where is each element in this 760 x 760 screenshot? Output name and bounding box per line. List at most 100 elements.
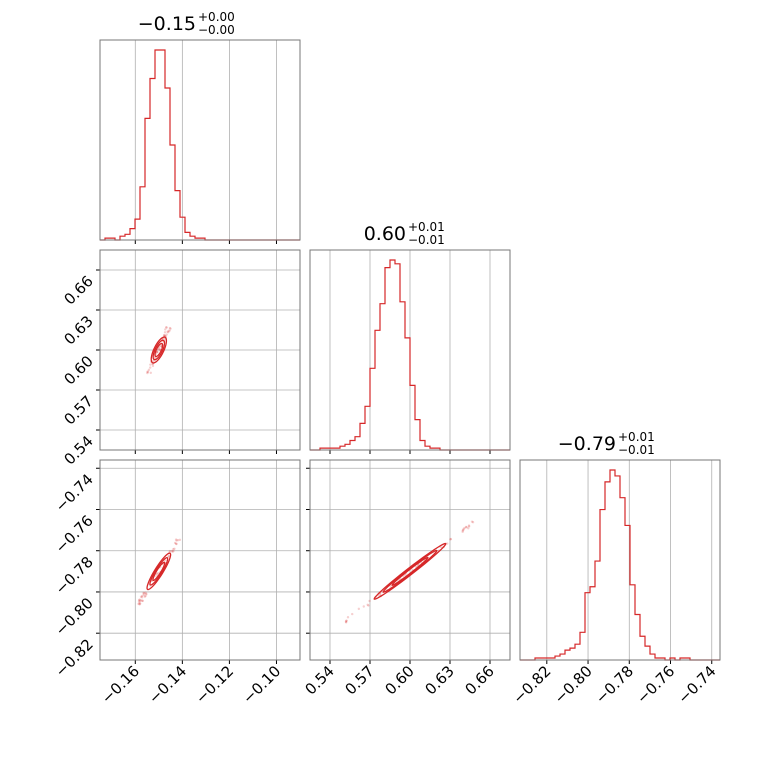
sample-point [149,363,152,366]
x-tick-label: −0.74 [674,662,719,707]
sample-point [467,524,471,527]
sample-point [345,619,348,622]
sample-point [345,619,348,622]
panel-title-value: 0.60 [364,223,406,245]
sample-point [175,542,178,545]
sample-point [145,593,148,596]
sample-point [164,328,167,331]
sample-point [146,370,150,373]
sample-point [165,326,168,329]
sample-point [158,348,162,351]
sample-point [167,554,171,558]
sample-point [344,621,348,624]
sample-point [351,612,354,616]
histogram-line [520,469,720,661]
density-contour [149,557,169,586]
sample-point [362,605,365,608]
sample-point [465,526,468,529]
sample-point [467,525,471,528]
x-tick-label: −0.14 [145,662,190,707]
sample-point [166,330,169,333]
sample-point [144,591,147,594]
sample-point [165,326,168,329]
density-contour [382,549,438,593]
sample-point [344,620,348,624]
sample-point [138,598,141,601]
sample-point [471,521,475,524]
x-tick-label: 0.63 [421,662,457,698]
sample-point [149,366,152,369]
sample-point [449,538,452,541]
sample-point [138,602,142,605]
sample-point [155,573,159,576]
sample-point [167,329,170,333]
sample-point [168,329,171,332]
sample-point [368,599,371,603]
sample-point [155,350,159,354]
x-tick-label: −0.10 [239,662,284,707]
sample-point [158,349,161,352]
sample-point [172,547,175,551]
x-tick-label: 0.60 [381,662,417,698]
sample-point [461,528,465,532]
sample-point [464,525,468,529]
sample-point [139,595,143,598]
sample-point [461,530,464,534]
y-tick-label: −0.80 [52,594,97,639]
sample-point [346,616,350,619]
sample-point [146,370,149,374]
sample-point [174,538,178,541]
density-contour [146,552,172,591]
panel-frame [309,249,511,451]
panel-title-upper: +0.00 [198,10,235,24]
panel-title-upper: +0.01 [618,430,655,444]
panel-title-upper: +0.01 [408,220,445,234]
density-contour [391,556,429,586]
x-tick-label: 0.54 [301,662,337,698]
sample-point [142,593,145,597]
sample-point [170,549,174,553]
sample-point [142,591,145,595]
sample-point [175,539,178,542]
panel-title-lower: −0.01 [408,233,445,247]
sample-point [144,592,148,595]
sample-point [156,350,159,354]
sample-point [377,594,380,597]
panel-1-0: 0.54 0.57 0.60 0.63 0.66 [60,250,300,468]
sample-point [449,537,453,541]
sample-point [140,596,144,599]
x-tick-label: −0.16 [98,662,143,707]
sample-point [143,595,147,598]
y-tick-label: 0.66 [60,272,96,308]
sample-point [467,527,470,530]
sample-point [167,331,170,334]
panel-title-lower: −0.00 [198,23,235,37]
sample-point [168,326,172,330]
y-tick-label: 0.54 [60,432,96,468]
x-tick-label: −0.78 [592,662,637,707]
sample-point [461,529,464,532]
sample-point [146,371,149,375]
sample-point [163,333,166,337]
density-contour [152,339,166,361]
sample-point [159,344,162,348]
sample-point [173,547,176,551]
panel-frame [309,459,511,661]
y-tick-label: 0.60 [60,352,96,388]
sample-point [165,333,168,336]
sample-point [138,603,141,606]
sample-point [157,347,161,350]
sample-point [156,571,160,575]
sample-point [366,603,369,607]
sample-point [367,604,370,607]
sample-point [445,542,449,545]
y-tick-label: −0.78 [52,553,97,598]
y-tick-label: 0.57 [60,392,96,428]
panel-2-0: −0.16 −0.14 −0.12 −0.10 −0.82−0.80−0.78−0.76… [52,460,300,707]
sample-point [173,541,177,545]
sample-point [357,607,361,611]
sample-point [167,555,170,559]
x-tick-label: 0.57 [341,662,377,698]
sample-point [141,599,144,603]
